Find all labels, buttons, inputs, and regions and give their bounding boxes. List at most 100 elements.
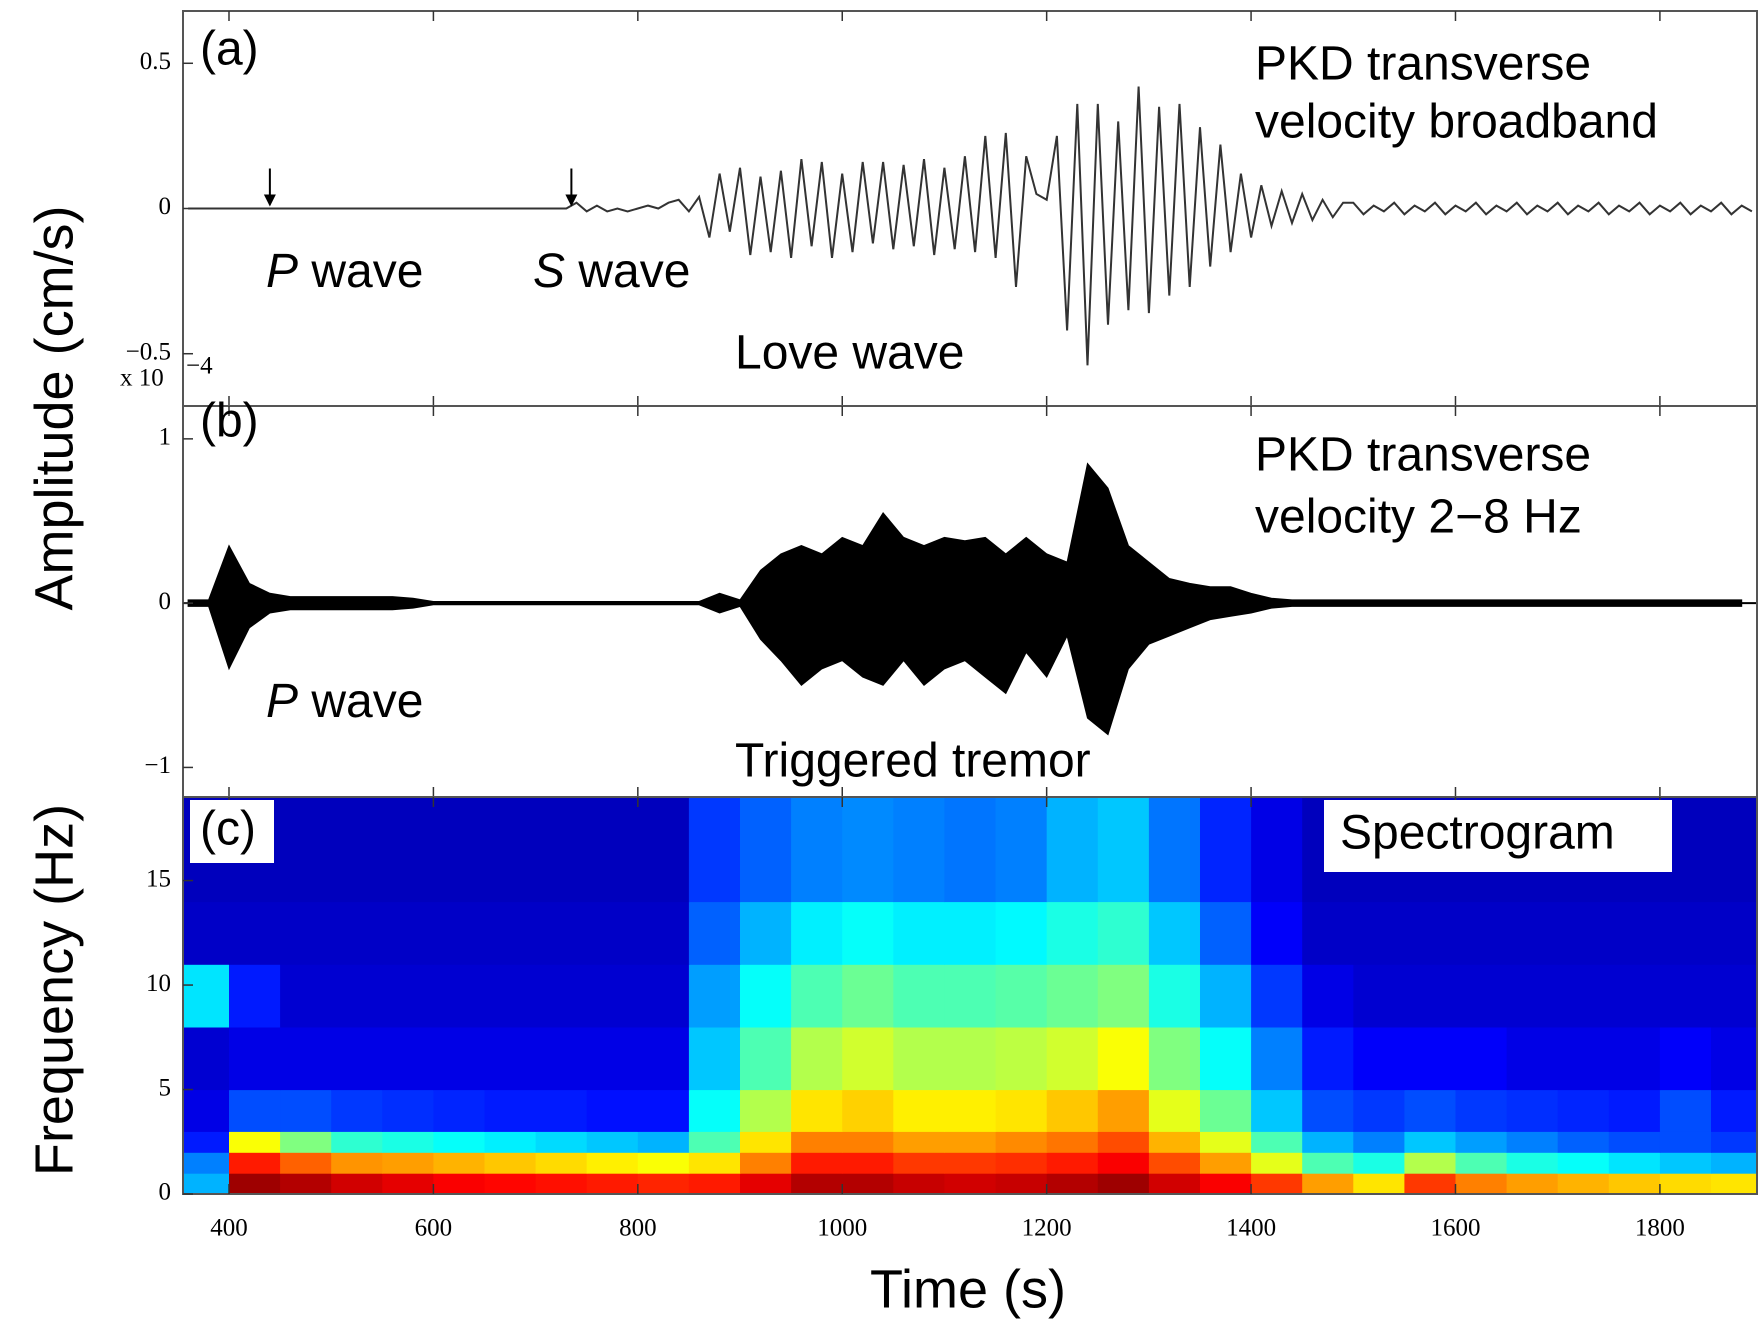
spectrogram-cell <box>331 1131 383 1153</box>
spectrogram-cell <box>1557 1173 1610 1195</box>
panel-title: PKD transverse <box>1255 38 1591 91</box>
spectrogram-cell <box>1251 964 1303 1028</box>
spectrogram-cell <box>1251 1026 1303 1091</box>
annotation: (b) <box>200 395 259 448</box>
spectrogram-cell <box>229 1131 281 1153</box>
spectrogram-cell <box>1659 1026 1712 1091</box>
spectrogram-cell <box>586 1089 639 1132</box>
spectrogram-cell <box>382 901 434 965</box>
spectrogram-cell <box>1455 1026 1508 1091</box>
spectrogram-cell <box>1200 1173 1252 1195</box>
spectrogram-cell <box>1455 1131 1508 1153</box>
spectrogram-cell <box>1148 1089 1201 1132</box>
x-tick-label: 1000 <box>817 1215 867 1242</box>
spectrogram-cell <box>740 1131 792 1153</box>
waveform <box>188 86 1753 366</box>
spectrogram-cell <box>1557 1026 1610 1091</box>
spectrogram-cell <box>637 901 690 965</box>
label-box <box>190 800 274 863</box>
spectrogram-cell <box>229 1173 281 1195</box>
spectrogram-cell <box>1404 964 1457 1028</box>
spectrogram-cell <box>1251 797 1303 903</box>
spectrogram-cell <box>586 797 639 903</box>
spectrogram-cell <box>1404 1173 1457 1195</box>
spectrogram-cell <box>893 1152 945 1174</box>
spectrogram-cell <box>740 964 792 1028</box>
spectrogram-cell <box>637 1131 690 1153</box>
spectrogram-cell <box>1097 1152 1150 1174</box>
spectrogram-cell <box>1148 1131 1201 1153</box>
spectrogram-cell <box>280 1089 332 1132</box>
spectrogram-cell <box>1200 964 1252 1028</box>
spectrogram-cell <box>433 1026 486 1091</box>
panel-frame <box>182 796 1758 1195</box>
x-tick-label: 1200 <box>1022 1215 1072 1242</box>
spectrogram-cell <box>1557 1131 1610 1153</box>
scale-exponent: −4 <box>186 353 213 380</box>
spectrogram-cell <box>382 797 434 903</box>
spectrogram-cell <box>183 1131 230 1153</box>
spectrogram-cell <box>995 797 1048 903</box>
spectrogram-cell <box>535 1173 588 1195</box>
spectrogram-cell <box>183 1026 230 1091</box>
spectrogram-cell <box>1455 901 1508 965</box>
spectrogram-cell <box>944 1152 997 1174</box>
spectrogram-cell <box>331 1089 383 1132</box>
spectrogram-cell <box>995 901 1048 965</box>
spectrogram-cell <box>995 1089 1048 1132</box>
spectrogram-cell <box>740 1173 792 1195</box>
y-tick-label: 1 <box>159 424 172 451</box>
spectrogram-cell <box>280 964 332 1028</box>
spectrogram-cell <box>586 1131 639 1153</box>
y-axis-title: Frequency (Hz) <box>24 804 84 1176</box>
y-tick-label: −1 <box>144 752 171 779</box>
x-tick-label: 1800 <box>1635 1215 1685 1242</box>
spectrogram-cell <box>433 1089 486 1132</box>
phase-arrow-head <box>565 194 578 207</box>
spectrogram-cell <box>740 1089 792 1132</box>
y-tick-label: 0 <box>159 588 172 615</box>
spectrogram-cell <box>1711 1173 1758 1195</box>
spectrogram-cell <box>586 1173 639 1195</box>
spectrogram-cell <box>280 797 332 903</box>
spectrogram-cell <box>1148 964 1201 1028</box>
spectrogram-cell <box>944 1131 997 1153</box>
spectrogram-cell <box>280 1173 332 1195</box>
spectrogram-cell <box>1251 1089 1303 1132</box>
spectrogram-cell <box>1557 901 1610 965</box>
spectrogram-cell <box>740 901 792 965</box>
spectrogram-cell <box>1711 901 1758 965</box>
spectrogram-cell <box>637 1026 690 1091</box>
spectrogram-cell <box>280 901 332 965</box>
spectrogram-cell <box>1404 1131 1457 1153</box>
spectrogram-cell <box>1302 1173 1354 1195</box>
x-tick-label: 800 <box>619 1215 657 1242</box>
annotation: P wave <box>266 675 423 728</box>
spectrogram-cell <box>1097 797 1150 903</box>
x-tick-label: 400 <box>210 1215 248 1242</box>
spectrogram-cell <box>484 901 537 965</box>
spectrogram-cell <box>791 1131 843 1153</box>
spectrogram-cell <box>433 964 486 1028</box>
spectrogram-cell <box>1302 964 1354 1028</box>
spectrogram-cell <box>1711 1089 1758 1132</box>
spectrogram-cell <box>535 1152 588 1174</box>
phase-arrow-head <box>263 194 276 207</box>
spectrogram-cell <box>535 1131 588 1153</box>
spectrogram-cell <box>586 901 639 965</box>
spectrogram-cell <box>893 1089 945 1132</box>
spectrogram-cell <box>1200 901 1252 965</box>
spectrogram-cell <box>382 964 434 1028</box>
spectrogram-cell <box>1046 797 1099 903</box>
y-tick-label: 0 <box>159 1179 172 1206</box>
spectrogram-cell <box>1711 1152 1758 1174</box>
spectrogram-cell <box>535 797 588 903</box>
spectrogram-cell <box>791 964 843 1028</box>
spectrogram-cell <box>1148 797 1201 903</box>
spectrogram-cell <box>842 1152 894 1174</box>
spectrogram-cell <box>1506 1089 1559 1132</box>
spectrogram-cell <box>229 1152 281 1174</box>
spectrogram-cell <box>944 964 997 1028</box>
spectrogram-cell <box>229 964 281 1028</box>
spectrogram-cell <box>183 1152 230 1174</box>
